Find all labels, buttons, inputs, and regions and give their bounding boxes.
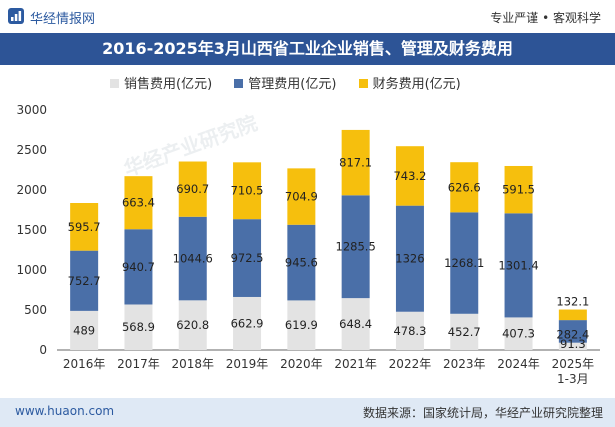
data-label-management: 282.4 <box>556 328 589 342</box>
data-label-finance: 690.7 <box>176 182 209 196</box>
data-label-finance: 591.5 <box>502 183 535 197</box>
bar-management <box>124 229 153 305</box>
data-label-sales: 489 <box>73 323 95 337</box>
data-label-sales: 619.9 <box>285 318 318 332</box>
bar-finance <box>233 162 262 220</box>
data-label-management: 1301.4 <box>498 258 538 272</box>
bar-sales <box>233 296 262 350</box>
slogan: 专业严谨 • 客观科学 <box>490 11 601 25</box>
x-tick-label: 2019年 <box>226 357 269 371</box>
x-tick-label: 2023年 <box>443 357 486 371</box>
data-label-management: 945.6 <box>285 256 318 270</box>
bar-sales <box>450 313 479 350</box>
bar-finance <box>558 309 587 321</box>
legend-swatch-finance <box>358 79 368 88</box>
footer-source: 数据来源：国家统计局，华经产业研究院整理 <box>362 406 603 420</box>
bar-finance <box>178 161 207 217</box>
data-label-sales: 568.9 <box>122 320 155 334</box>
legend: 销售费用(亿元) 管理费用(亿元) 财务费用(亿元) <box>110 73 479 92</box>
x-tick-label: 1-3月 <box>557 372 589 386</box>
data-label-sales: 407.3 <box>502 327 535 341</box>
data-label-sales: 478.3 <box>393 324 426 338</box>
bar-sales <box>124 304 153 350</box>
x-tick-label: 2017年 <box>117 357 160 371</box>
data-label-management: 940.7 <box>122 260 155 274</box>
bar-finance <box>341 129 370 196</box>
y-tick-label: 0 <box>39 343 47 357</box>
data-label-management: 1326 <box>395 252 424 266</box>
data-label-management: 1044.6 <box>173 252 213 266</box>
footer-bar <box>0 398 615 427</box>
bar-finance <box>70 203 99 251</box>
bar-management <box>341 195 370 299</box>
bar-finance <box>395 146 424 206</box>
y-tick-label: 500 <box>24 303 47 317</box>
brand-name[interactable]: 华经情报网 <box>30 12 96 27</box>
data-label-finance: 710.5 <box>231 184 264 198</box>
bar-sales <box>558 342 587 350</box>
data-label-management: 972.5 <box>231 251 264 265</box>
x-tick-label: 2021年 <box>334 357 377 371</box>
legend-label-finance: 财务费用(亿元) <box>372 77 461 92</box>
bar-sales <box>70 310 99 350</box>
bar-management <box>233 219 262 297</box>
legend-label-sales: 销售费用(亿元) <box>124 77 213 92</box>
bar-management <box>178 216 207 301</box>
data-label-finance: 626.6 <box>448 180 481 194</box>
stacked-bar-chart: 0 500 1000 1500 2000 2500 3000 489 752.7 595.7 201… <box>16 103 600 386</box>
chart-title: 2016-2025年3月山西省工业企业销售、管理及财务费用 <box>102 39 513 58</box>
bar-management <box>450 212 479 314</box>
data-label-finance: 663.4 <box>122 196 155 210</box>
data-label-sales: 452.7 <box>448 325 481 339</box>
legend-item-sales: 销售费用(亿元) <box>110 73 212 92</box>
bar-management <box>504 213 533 318</box>
data-label-finance: 132.1 <box>556 295 589 309</box>
bar-management <box>287 224 316 301</box>
y-tick-label: 1000 <box>16 263 47 277</box>
bar-management <box>558 320 587 343</box>
data-label-sales: 662.9 <box>231 316 264 330</box>
legend-swatch-management <box>234 79 244 88</box>
y-tick-label: 2000 <box>16 183 47 197</box>
bar-finance <box>450 162 479 213</box>
title-bar <box>0 33 615 65</box>
data-label-finance: 817.1 <box>339 156 372 170</box>
bar-finance <box>504 165 533 214</box>
x-tick-label: 2016年 <box>63 357 106 371</box>
data-label-finance: 743.2 <box>393 169 426 183</box>
bar-sales <box>504 317 533 350</box>
bar-finance <box>287 168 316 225</box>
x-tick-label: 2022年 <box>389 357 432 371</box>
bar-sales <box>395 311 424 350</box>
bar-sales <box>341 298 370 350</box>
data-label-sales: 620.8 <box>176 318 209 332</box>
data-label-sales: 648.4 <box>339 317 372 331</box>
x-tick-label: 2024年 <box>497 357 540 371</box>
legend-item-finance: 财务费用(亿元) <box>358 73 461 92</box>
data-label-finance: 704.9 <box>285 190 318 204</box>
legend-item-management: 管理费用(亿元) <box>234 73 336 92</box>
logo-icon <box>8 8 24 24</box>
bar-finance <box>124 176 153 230</box>
top-bar: 华经情报网 专业严谨 • 客观科学 <box>0 0 615 33</box>
data-label-sales: 91.3 <box>560 337 586 351</box>
data-label-management: 1285.5 <box>336 240 376 254</box>
data-label-finance: 595.7 <box>68 220 101 234</box>
bar-management <box>70 250 99 311</box>
data-label-management: 752.7 <box>68 274 101 288</box>
legend-label-management: 管理费用(亿元) <box>248 77 337 92</box>
y-tick-label: 1500 <box>16 223 47 237</box>
y-tick-label: 3000 <box>16 103 47 117</box>
x-tick-label: 2025年 <box>552 357 595 371</box>
footer-url[interactable]: www.huaon.com <box>15 404 115 418</box>
x-tick-label: 2020年 <box>280 357 323 371</box>
legend-swatch-sales <box>110 79 119 88</box>
bar-management <box>395 205 424 312</box>
bar-sales <box>287 300 316 350</box>
y-tick-label: 2500 <box>16 143 47 157</box>
x-tick-label: 2018年 <box>171 357 214 371</box>
bar-sales <box>178 300 207 350</box>
data-label-management: 1268.1 <box>444 256 484 270</box>
